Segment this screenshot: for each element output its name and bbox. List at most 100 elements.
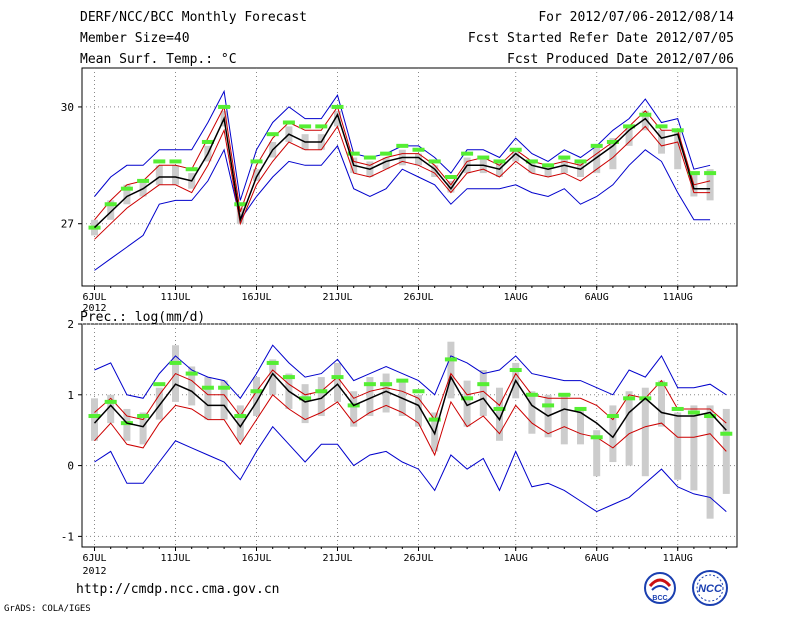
observed-marker <box>428 159 441 164</box>
observed-marker <box>509 147 522 152</box>
observed-marker <box>671 128 684 133</box>
observed-marker <box>542 163 555 168</box>
observed-marker <box>218 385 231 390</box>
spread-box <box>220 380 228 420</box>
x-tick-label: 26JUL <box>403 553 433 564</box>
forecast-period: For 2012/07/06-2012/08/14 <box>538 10 734 25</box>
observed-marker <box>590 435 603 440</box>
forecast-produced: Fcst Produced Date 2012/07/06 <box>507 52 734 67</box>
spread-box <box>658 130 665 154</box>
source-url[interactable]: http://cmdp.ncc.cma.gov.cn <box>76 582 280 597</box>
spread-box <box>107 200 115 220</box>
x-tick-label: 21JUL <box>322 292 352 303</box>
observed-marker <box>461 396 474 401</box>
spread-box <box>334 110 341 127</box>
spread-box <box>496 387 503 441</box>
observed-marker <box>137 178 150 183</box>
y-tick-label: 1 <box>67 389 74 402</box>
spread-box <box>593 145 601 174</box>
spread-box <box>301 384 309 424</box>
observed-marker <box>720 431 733 436</box>
spread-box <box>204 377 212 420</box>
observed-marker <box>331 375 344 380</box>
observed-marker <box>201 385 214 390</box>
series-p90-line <box>94 369 727 424</box>
x-tick-label: 26JUL <box>403 292 433 303</box>
x-tick-label: 11JUL <box>160 292 190 303</box>
observed-marker <box>428 417 441 422</box>
spread-box <box>577 408 584 445</box>
observed-marker <box>88 414 101 419</box>
spread-box <box>674 412 682 480</box>
observed-marker <box>655 382 668 387</box>
y-tick-label: 2 <box>67 318 74 331</box>
observed-marker <box>315 124 328 129</box>
observed-marker <box>396 143 409 148</box>
ncc-logo: NCC <box>692 570 728 606</box>
spread-box <box>188 366 196 406</box>
x-year-label: 2012 <box>82 566 106 577</box>
spread-box <box>690 405 698 491</box>
observed-marker <box>185 167 198 172</box>
header-right: For 2012/07/06-2012/08/14 Fcst Started R… <box>468 10 734 73</box>
observed-marker <box>153 159 166 164</box>
spread-box <box>91 398 98 441</box>
spread-box <box>560 394 568 445</box>
x-tick-label: 1AUG <box>504 292 528 303</box>
observed-marker <box>542 403 555 408</box>
series-min-line <box>94 144 711 271</box>
observed-marker <box>444 175 457 179</box>
logos: BCC NCC <box>644 570 728 606</box>
prec-panel-label: Prec.: log(mm/d) <box>80 310 205 325</box>
observed-marker <box>120 186 133 191</box>
spread-box <box>269 359 277 395</box>
observed-marker <box>687 171 700 176</box>
spread-box <box>722 408 730 494</box>
spread-box <box>512 149 520 162</box>
x-year-label: 2012 <box>82 303 106 314</box>
spread-box <box>674 130 682 170</box>
observed-marker <box>380 382 393 387</box>
variable-label: Mean Surf. Temp.: °C <box>80 52 237 67</box>
ncc-logo-text: NCC <box>698 583 723 595</box>
spread-box <box>706 169 714 201</box>
x-tick-label: 1AUG <box>504 553 528 564</box>
observed-marker <box>574 406 587 411</box>
observed-marker <box>234 414 247 419</box>
spread-box <box>382 373 390 413</box>
observed-marker <box>444 357 457 362</box>
plot-frame-prec <box>81 323 738 548</box>
spread-box <box>447 180 455 193</box>
observed-marker <box>509 368 522 373</box>
spread-box <box>658 380 665 427</box>
spread-box <box>528 161 536 174</box>
x-tick-label: 16JUL <box>241 292 271 303</box>
forecast-started: Fcst Started Refer Date 2012/07/05 <box>467 31 734 46</box>
spread-box <box>609 138 617 170</box>
observed-marker <box>331 104 344 109</box>
spread-box <box>155 387 163 420</box>
observed-marker <box>234 202 247 207</box>
series-p10-line <box>94 125 711 240</box>
spread-box <box>415 394 422 427</box>
spread-box <box>641 110 649 131</box>
series-p90-line <box>94 105 711 221</box>
spread-box <box>641 387 649 477</box>
spread-box <box>593 430 601 477</box>
x-tick-label: 16JUL <box>241 553 271 564</box>
observed-marker <box>250 159 263 164</box>
observed-marker <box>704 171 717 176</box>
spread-box <box>366 377 374 417</box>
observed-marker <box>412 147 425 152</box>
spread-box <box>172 165 179 185</box>
observed-marker <box>574 159 587 164</box>
x-tick-label: 11AUG <box>663 553 693 564</box>
y-tick-label: 27 <box>61 218 74 231</box>
observed-marker <box>347 151 360 156</box>
series-min-line <box>94 425 727 513</box>
observed-marker <box>299 396 312 401</box>
series-p10-line <box>94 394 727 457</box>
spread-box <box>334 362 341 402</box>
series-mean-line <box>93 112 711 229</box>
